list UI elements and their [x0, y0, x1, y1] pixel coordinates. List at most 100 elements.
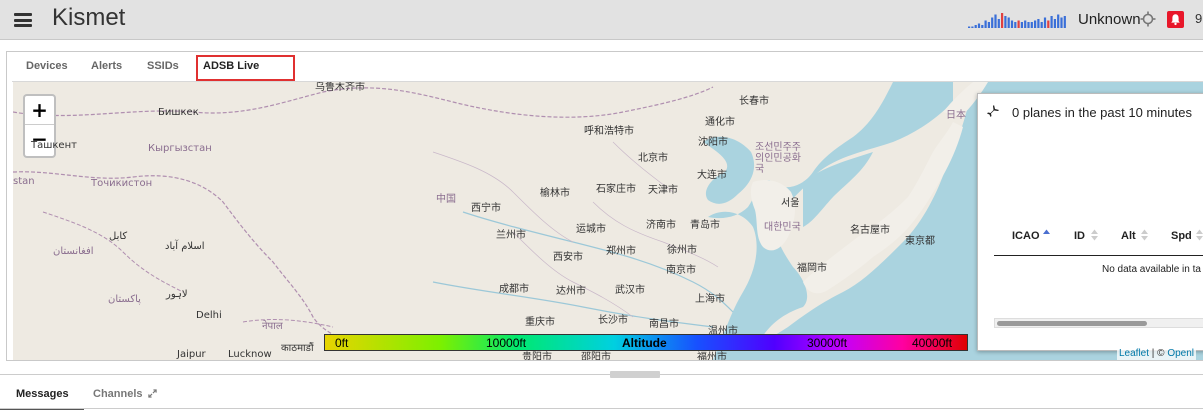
map-label: 西安市	[553, 252, 583, 263]
sparkline-bar	[971, 26, 974, 28]
map-label: 长春市	[739, 96, 769, 107]
sparkline-bar	[1024, 20, 1027, 28]
menu-icon[interactable]	[14, 13, 32, 27]
sparkline-bar	[994, 14, 997, 28]
tab-channels[interactable]: Channels	[93, 388, 157, 400]
map-label: 青岛市	[690, 220, 720, 231]
zoom-out-button[interactable]: −	[31, 127, 48, 151]
sparkline-bar	[1007, 17, 1010, 28]
map-label: 中国	[436, 194, 456, 205]
gps-status[interactable]: Unknown	[1078, 11, 1141, 28]
resize-handle[interactable]	[610, 371, 660, 378]
column-header-alt[interactable]: Alt	[1121, 230, 1136, 242]
sparkline-bar	[991, 17, 994, 28]
map-label: 南京市	[666, 265, 696, 276]
alert-bell-icon[interactable]	[1167, 11, 1184, 28]
map-label: 沈阳市	[698, 137, 728, 148]
packet-rate-sparkline	[968, 13, 1066, 28]
column-header-icao[interactable]: ICAO	[1012, 230, 1040, 242]
map-label: 西宁市	[471, 203, 501, 214]
leaflet-link[interactable]: Leaflet	[1119, 348, 1150, 359]
tab-alerts[interactable]: Alerts	[91, 60, 123, 72]
map-label: 徐州市	[667, 245, 697, 256]
map-label: 成都市	[499, 284, 529, 295]
sort-ascending-icon[interactable]	[1043, 228, 1050, 242]
map-label: 조선민주주의인민공화국	[755, 142, 801, 175]
map-label: Delhi	[196, 310, 222, 321]
map-label: 대한민국	[764, 222, 801, 233]
map-label: 石家庄市	[596, 184, 636, 195]
tab-ssids[interactable]: SSIDs	[147, 60, 179, 72]
app-title: Kismet	[52, 4, 126, 31]
sparkline-bar	[1004, 16, 1007, 28]
sparkline-bar	[1060, 17, 1063, 28]
tab-devices[interactable]: Devices	[26, 60, 68, 72]
altitude-legend: 0ft 10000ft Altitude 30000ft 40000ft	[324, 334, 968, 351]
map-label: 東京都	[905, 236, 935, 247]
zoom-in-button[interactable]: +	[25, 96, 54, 125]
map-label: नेपाल	[262, 321, 283, 332]
map-label: काठमाडौं	[281, 343, 314, 354]
top-bar: Kismet Unknown 9	[0, 0, 1203, 40]
sparkline-bar	[1030, 22, 1033, 28]
sparkline-bar	[1020, 22, 1023, 28]
column-header-spd[interactable]: Spd	[1171, 230, 1192, 242]
tab-adsb-live[interactable]: ADSB Live	[203, 60, 260, 72]
planes-panel: 0 planes in the past 10 minutes ICAO ID …	[977, 93, 1203, 351]
map-label: 日本	[946, 110, 966, 121]
map-label: stan	[13, 176, 35, 187]
plane-icon	[987, 105, 999, 117]
map-label: 温州市	[708, 326, 738, 337]
map-label: 达州市	[556, 286, 586, 297]
map-label: 福岡市	[797, 263, 827, 274]
map-label: 郑州市	[606, 246, 636, 257]
sort-icon[interactable]	[1196, 228, 1203, 242]
scrollbar-thumb[interactable]	[997, 321, 1147, 326]
sparkline-bar	[1063, 16, 1066, 28]
map-label: افغانستان	[53, 246, 94, 257]
map-label: 上海市	[695, 294, 725, 305]
column-header-id[interactable]: ID	[1074, 230, 1085, 242]
map-label: 长沙市	[598, 315, 628, 326]
map-label: 福州市	[697, 352, 727, 360]
sparkline-bar	[984, 20, 987, 28]
tab-messages[interactable]: Messages	[16, 388, 69, 400]
zoom-control: + −	[23, 94, 56, 158]
map-label: 北京市	[638, 153, 668, 164]
map-label: 乌鲁木齐市	[315, 82, 365, 93]
osm-link[interactable]: Openl	[1167, 348, 1195, 359]
map-label: Jaipur	[177, 349, 206, 360]
sparkline-bar	[1001, 13, 1004, 28]
sparkline-bar	[1047, 20, 1050, 28]
expand-icon[interactable]	[147, 389, 157, 398]
legend-30000: 30000ft	[807, 336, 848, 350]
map-label: 南昌市	[649, 319, 679, 330]
sparkline-bar	[1057, 14, 1060, 28]
sort-icon[interactable]	[1141, 228, 1148, 242]
sparkline-bar	[1034, 20, 1037, 28]
planes-summary: 0 planes in the past 10 minutes	[1012, 105, 1192, 120]
map-label: 天津市	[648, 185, 678, 196]
map-label: Кыргызстан	[148, 143, 212, 154]
map-label: 榆林市	[540, 188, 570, 199]
bottom-divider	[0, 408, 1203, 409]
map-label: 呼和浩特市	[584, 126, 634, 137]
legend-title: Altitude	[622, 336, 667, 350]
legend-max: 40000ft	[912, 336, 953, 350]
sparkline-bar	[968, 26, 971, 28]
sparkline-bar	[1040, 22, 1043, 28]
adsb-map[interactable]: + − 乌鲁木齐市 Бишкек Кыргызстан Ташкент Точи…	[13, 82, 1203, 360]
map-label: 贵阳市	[522, 352, 552, 360]
sort-icon[interactable]	[1091, 228, 1098, 242]
map-label: 济南市	[646, 220, 676, 231]
map-label: پاکستان	[108, 294, 141, 305]
crosshair-icon[interactable]	[1140, 11, 1156, 27]
map-label: 大连市	[697, 170, 727, 181]
sparkline-bar	[997, 19, 1000, 28]
map-label: اسلام آباد	[165, 241, 205, 252]
map-attribution: Leaflet | © Openl	[1117, 348, 1197, 360]
pane-divider	[0, 374, 1203, 375]
map-label: 武汉市	[615, 285, 645, 296]
map-label: 邵阳市	[581, 352, 611, 360]
sparkline-bar	[1014, 22, 1017, 28]
